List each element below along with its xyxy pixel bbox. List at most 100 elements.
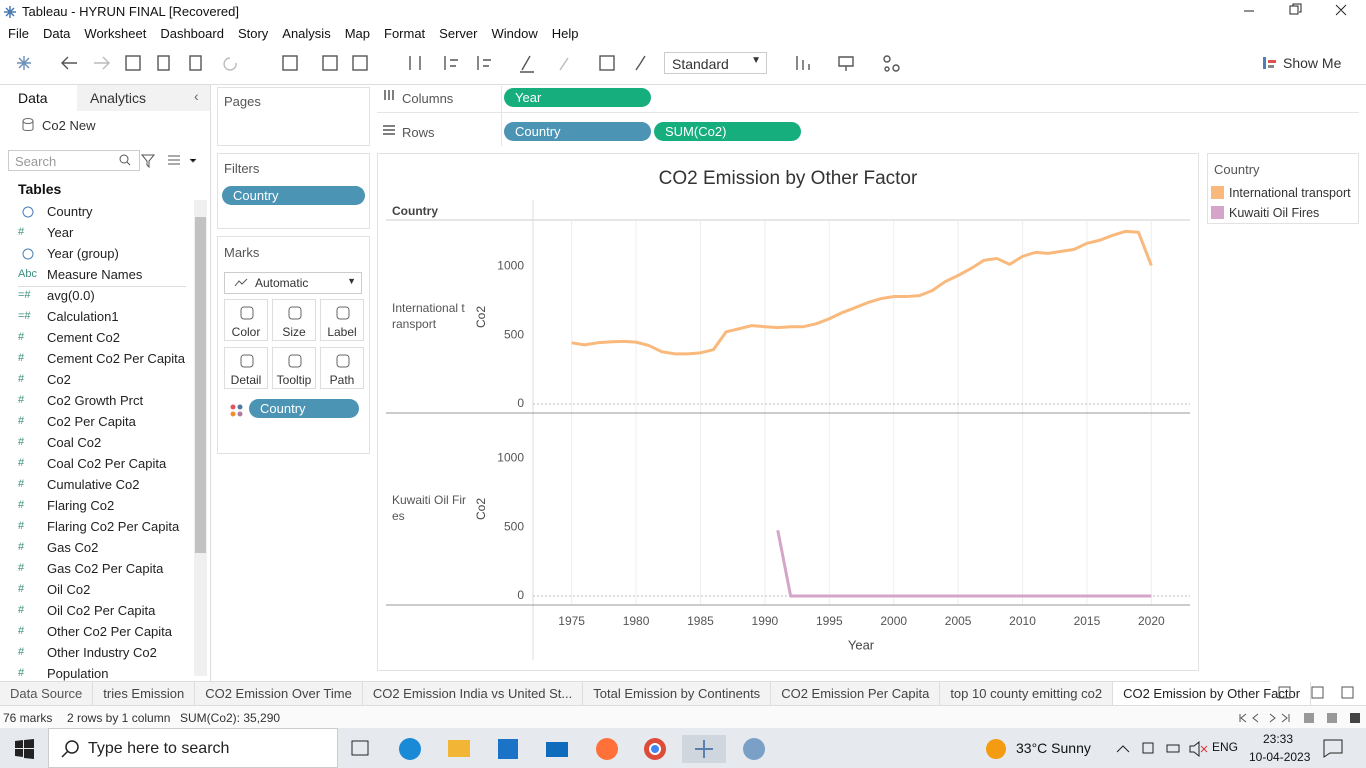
- field[interactable]: Cumulative Co2: [47, 477, 140, 492]
- field[interactable]: Oil Co2: [47, 582, 91, 597]
- fit-dropdown[interactable]: Standard ▼: [664, 52, 767, 74]
- field[interactable]: Population: [47, 666, 109, 681]
- field-icon: #: [18, 478, 25, 490]
- marks-button[interactable]: Color: [224, 299, 268, 341]
- menu-item[interactable]: Data: [42, 26, 71, 41]
- field-icon: #: [18, 352, 25, 364]
- field-icon: #: [18, 604, 25, 616]
- menu-item[interactable]: Dashboard: [160, 26, 224, 41]
- filters-label: Filters: [224, 161, 260, 176]
- field[interactable]: Cement Co2 Per Capita: [47, 351, 186, 366]
- notifications[interactable]: [1322, 738, 1344, 758]
- x-tick-label: 1995: [816, 614, 843, 628]
- menu-item[interactable]: Story: [237, 26, 269, 41]
- sheet-tab[interactable]: Data Source: [0, 682, 94, 705]
- row-pill[interactable]: Country: [504, 122, 651, 141]
- search-box[interactable]: Search: [8, 150, 140, 171]
- field[interactable]: Gas Co2: [47, 540, 99, 555]
- menu-item[interactable]: Server: [439, 26, 478, 41]
- sheet-tab[interactable]: Total Emission by Continents: [583, 682, 772, 705]
- sheet-tab[interactable]: CO2 Emission by Other Factor: [1113, 682, 1312, 705]
- field[interactable]: Coal Co2: [47, 435, 102, 450]
- column-pill[interactable]: Year: [504, 88, 651, 107]
- marks-button[interactable]: Tooltip: [272, 347, 316, 389]
- filter-pill[interactable]: Country: [222, 186, 365, 205]
- button-glyph: [240, 306, 254, 320]
- chart: CO2 Emission by Other Factor Country Yea…: [386, 168, 1190, 660]
- weather[interactable]: 33°C Sunny: [1016, 740, 1091, 756]
- field[interactable]: Year: [47, 225, 74, 240]
- field[interactable]: Gas Co2 Per Capita: [47, 561, 164, 576]
- field-icon: #: [18, 583, 25, 595]
- field[interactable]: Country: [47, 204, 93, 219]
- scrollbar[interactable]: [194, 200, 207, 676]
- marks-button[interactable]: Size: [272, 299, 316, 341]
- start[interactable]: [15, 739, 35, 759]
- menu-item[interactable]: Map: [344, 26, 370, 41]
- field-icon: #: [18, 457, 25, 469]
- data-tab[interactable]: Data: [18, 90, 48, 106]
- clock-date[interactable]: 10-04-2023: [1249, 750, 1311, 764]
- marks-button[interactable]: Path: [320, 347, 364, 389]
- row-header-title: Country: [392, 204, 438, 218]
- sheet-tab[interactable]: CO2 Emission India vs United St...: [363, 682, 584, 705]
- button-glyph: [336, 354, 350, 368]
- field[interactable]: Co2: [47, 372, 71, 387]
- pages-card: Pages: [217, 87, 370, 146]
- window-controls[interactable]: [1236, 0, 1366, 24]
- field[interactable]: Cement Co2: [47, 330, 120, 345]
- data-source[interactable]: Co2 New: [42, 118, 96, 133]
- row-pill[interactable]: SUM(Co2): [654, 122, 801, 141]
- mark-type[interactable]: Automatic ▼: [224, 272, 362, 294]
- field[interactable]: Coal Co2 Per Capita: [47, 456, 167, 471]
- status-nav[interactable]: [1232, 710, 1366, 726]
- mark-type-value: Automatic: [255, 276, 309, 290]
- marks-pill[interactable]: Country: [249, 399, 359, 418]
- sheet-tab[interactable]: CO2 Emission Over Time: [195, 682, 363, 705]
- menu-item[interactable]: File: [8, 26, 29, 41]
- marks-button[interactable]: Detail: [224, 347, 268, 389]
- lang[interactable]: ENG: [1212, 740, 1239, 754]
- sheet-tab[interactable]: tries Emission: [93, 682, 196, 705]
- legend-label[interactable]: International transport: [1229, 186, 1351, 200]
- show-me[interactable]: Show Me: [1283, 55, 1342, 71]
- button-glyph: [288, 306, 302, 320]
- menu-item[interactable]: Analysis: [282, 26, 331, 41]
- field[interactable]: Co2 Growth Prct: [47, 393, 144, 408]
- filters-card: Filters Country: [217, 153, 370, 229]
- menu-item[interactable]: Window: [491, 26, 538, 41]
- legend-label[interactable]: Kuwaiti Oil Fires: [1229, 206, 1320, 220]
- field[interactable]: Flaring Co2: [47, 498, 115, 513]
- marks-button[interactable]: Label: [320, 299, 364, 341]
- field[interactable]: Oil Co2 Per Capita: [47, 603, 156, 618]
- toolbar-icons[interactable]: [0, 46, 910, 82]
- sheet-tab[interactable]: top 10 county emitting co2: [940, 682, 1114, 705]
- field[interactable]: Calculation1: [47, 309, 119, 324]
- tray-icons[interactable]: [1115, 740, 1210, 758]
- search-tools[interactable]: [118, 154, 198, 168]
- source-icon: [22, 118, 34, 131]
- field-icon: [22, 248, 34, 260]
- field-icon: #: [18, 562, 25, 574]
- field[interactable]: Co2 Per Capita: [47, 414, 136, 429]
- field[interactable]: Flaring Co2 Per Capita: [47, 519, 180, 534]
- collapse[interactable]: ‹: [194, 88, 199, 104]
- field[interactable]: Measure Names: [47, 267, 143, 282]
- tab-actions[interactable]: [1276, 684, 1366, 702]
- field[interactable]: Other Co2 Per Capita: [47, 624, 173, 639]
- field[interactable]: Year (group): [47, 246, 119, 261]
- field[interactable]: Other Industry Co2: [47, 645, 157, 660]
- field[interactable]: avg(0.0): [47, 288, 95, 303]
- menu-item[interactable]: Format: [384, 26, 426, 41]
- clock-time[interactable]: 23:33: [1263, 732, 1294, 746]
- analytics-tab[interactable]: Analytics: [90, 90, 147, 106]
- taskbar-search[interactable]: Type here to search: [48, 728, 338, 768]
- sheet-tab[interactable]: CO2 Emission Per Capita: [771, 682, 941, 705]
- menu-item[interactable]: Help: [551, 26, 579, 41]
- legend: Country International transport Kuwaiti Oi…: [1207, 153, 1359, 224]
- x-tick-label: 1980: [623, 614, 650, 628]
- taskbar-apps[interactable]: [350, 735, 770, 763]
- field-icon: #: [18, 646, 25, 658]
- menu-item[interactable]: Worksheet: [84, 26, 147, 41]
- button-icon: [336, 354, 350, 368]
